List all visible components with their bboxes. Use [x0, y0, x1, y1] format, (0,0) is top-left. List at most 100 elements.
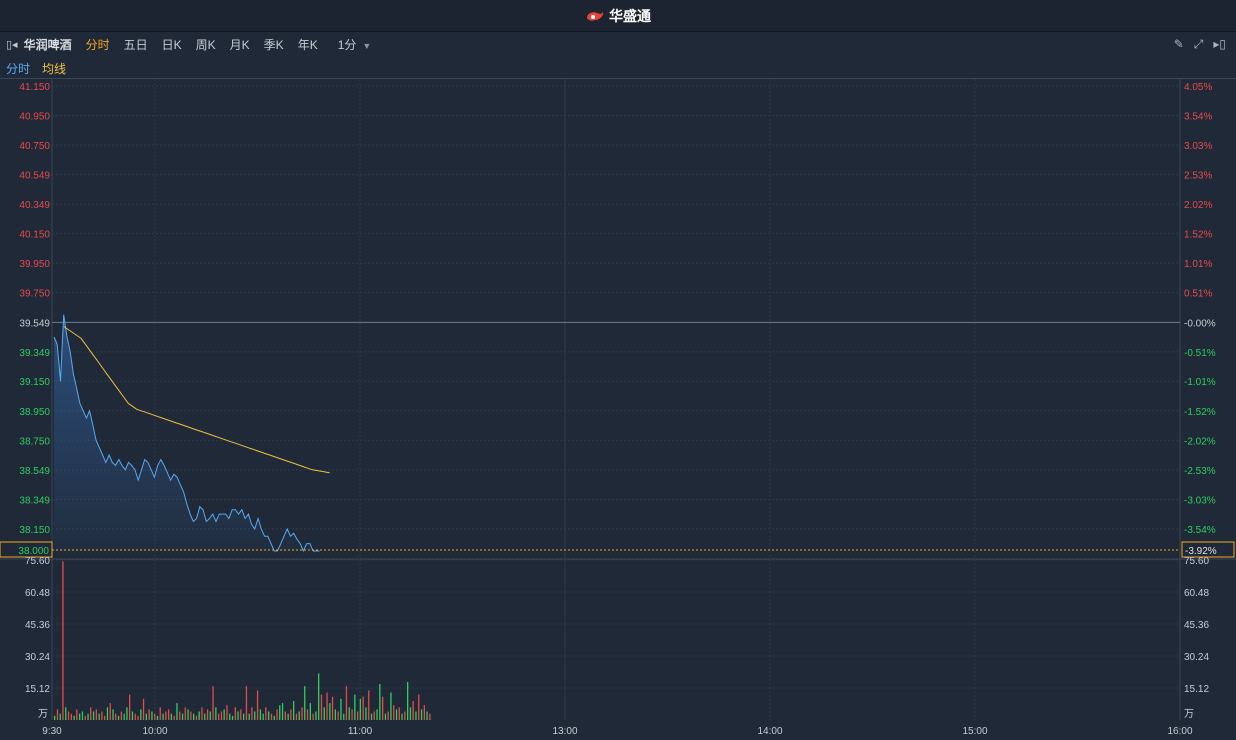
- app-title: 华盛通: [609, 7, 651, 24]
- volume-bar: [251, 707, 253, 720]
- volume-bar: [412, 701, 414, 720]
- volume-bar: [279, 705, 281, 720]
- volume-bar: [318, 673, 320, 720]
- volume-bar: [231, 715, 234, 720]
- volume-unit-right: 万: [1184, 709, 1194, 720]
- volume-bar: [281, 703, 284, 720]
- price-tick-label: 38.549: [19, 466, 50, 477]
- tab-period-monthly[interactable]: 月K: [229, 38, 250, 52]
- volume-tick-label-left: 75.60: [25, 556, 50, 567]
- volume-unit-left: 万: [38, 709, 48, 720]
- volume-bar: [423, 705, 425, 720]
- volume-bar: [398, 707, 400, 720]
- time-axis-label: 10:00: [142, 726, 167, 737]
- fullscreen-icon[interactable]: ⤢: [1193, 37, 1204, 51]
- tab-period-yearly[interactable]: 年K: [297, 38, 318, 52]
- tab-period-intraday[interactable]: 分时: [85, 38, 110, 52]
- volume-bar: [98, 713, 100, 720]
- collapse-left-icon[interactable]: ▯◂: [6, 39, 18, 51]
- tab-period-daily[interactable]: 日K: [161, 38, 182, 52]
- volume-bar: [240, 709, 242, 720]
- volume-bar: [273, 715, 275, 720]
- collapse-right-icon[interactable]: ▸▯: [1213, 37, 1226, 51]
- volume-bar: [215, 707, 217, 720]
- current-pct-label: -3.92%: [1185, 546, 1217, 557]
- volume-bar: [329, 703, 331, 720]
- price-tick-label: 39.750: [19, 289, 50, 300]
- tab-period-weekly[interactable]: 周K: [195, 38, 216, 52]
- volume-bar: [387, 711, 389, 720]
- volume-bar: [382, 696, 384, 720]
- price-area: [54, 314, 320, 551]
- volume-bar: [268, 711, 270, 720]
- volume-bar: [145, 713, 147, 720]
- volume-bar: [154, 713, 156, 720]
- volume-bar: [206, 709, 209, 720]
- volume-bar: [101, 711, 103, 720]
- time-axis-label: 14:00: [757, 726, 782, 737]
- pct-tick-label: -3.54%: [1184, 525, 1216, 536]
- volume-bar: [351, 709, 353, 720]
- price-tick-label: 40.950: [19, 112, 50, 123]
- pct-tick-label: 3.03%: [1184, 141, 1212, 152]
- volume-bar: [212, 686, 214, 720]
- volume-bar: [357, 711, 359, 720]
- volume-bar: [173, 715, 175, 720]
- volume-bar: [117, 715, 120, 720]
- volume-bar: [79, 713, 81, 720]
- volume-bar: [226, 705, 228, 720]
- volume-bar: [120, 711, 122, 720]
- volume-bar: [223, 709, 225, 720]
- volume-bar: [395, 709, 398, 720]
- volume-bar: [306, 709, 309, 720]
- volume-bar: [254, 711, 256, 720]
- volume-bar: [262, 713, 264, 720]
- volume-bar: [95, 709, 97, 720]
- time-axis-label: 11:00: [348, 726, 373, 737]
- volume-bar: [115, 713, 117, 720]
- volume-bar: [376, 709, 378, 720]
- volume-tick-label-right: 30.24: [1184, 652, 1209, 663]
- volume-bar: [129, 694, 131, 720]
- legend-average[interactable]: 均线: [42, 61, 67, 76]
- volume-bar: [265, 707, 267, 720]
- pct-tick-label: 1.52%: [1184, 230, 1212, 241]
- stock-name: 华润啤酒: [23, 38, 72, 52]
- volume-bar: [287, 713, 289, 720]
- volume-bar: [284, 711, 286, 720]
- legend-price[interactable]: 分时: [6, 61, 31, 76]
- volume-tick-label-left: 30.24: [25, 652, 50, 663]
- time-axis-label: 16:00: [1167, 726, 1192, 737]
- volume-bar: [109, 703, 111, 720]
- volume-bar: [179, 711, 181, 720]
- price-tick-label: 38.150: [19, 525, 50, 536]
- volume-bar: [234, 707, 236, 720]
- price-tick-label: 38.950: [19, 407, 50, 418]
- volume-bar: [348, 707, 350, 720]
- interval-select[interactable]: 1分 ▼: [338, 36, 372, 53]
- tab-period-quarterly[interactable]: 季K: [263, 38, 284, 52]
- pct-tick-label: 0.51%: [1184, 289, 1212, 300]
- tab-period-five-day[interactable]: 五日: [123, 38, 148, 52]
- price-tick-label: 41.150: [19, 82, 50, 93]
- volume-bar: [156, 715, 159, 720]
- volume-bar: [218, 713, 220, 720]
- volume-bar: [401, 713, 403, 720]
- volume-bar: [229, 713, 231, 720]
- volume-bar: [295, 713, 298, 720]
- toolbar: ▯◂ 华润啤酒 分时 五日 日K 周K 月K 季K 年K 1分 ▼ ✎ ⤢ ▸▯: [0, 32, 1236, 57]
- volume-bar: [165, 711, 167, 720]
- volume-bar: [354, 694, 356, 720]
- volume-bar: [409, 707, 412, 720]
- pencil-icon[interactable]: ✎: [1173, 37, 1184, 51]
- price-tick-label: 40.349: [19, 200, 50, 211]
- volume-bar: [220, 711, 223, 720]
- volume-bar: [340, 698, 342, 720]
- volume-bar: [181, 713, 184, 720]
- volume-bar: [384, 713, 387, 720]
- legend-bar: 分时 均线: [0, 58, 1236, 79]
- intraday-chart: 41.150 4.05% 40.950 3.54% 40.750 3.03% 40.549 2…: [0, 79, 1236, 737]
- volume-bar: [326, 692, 328, 720]
- volume-bar: [315, 711, 317, 720]
- volume-bar: [243, 713, 245, 720]
